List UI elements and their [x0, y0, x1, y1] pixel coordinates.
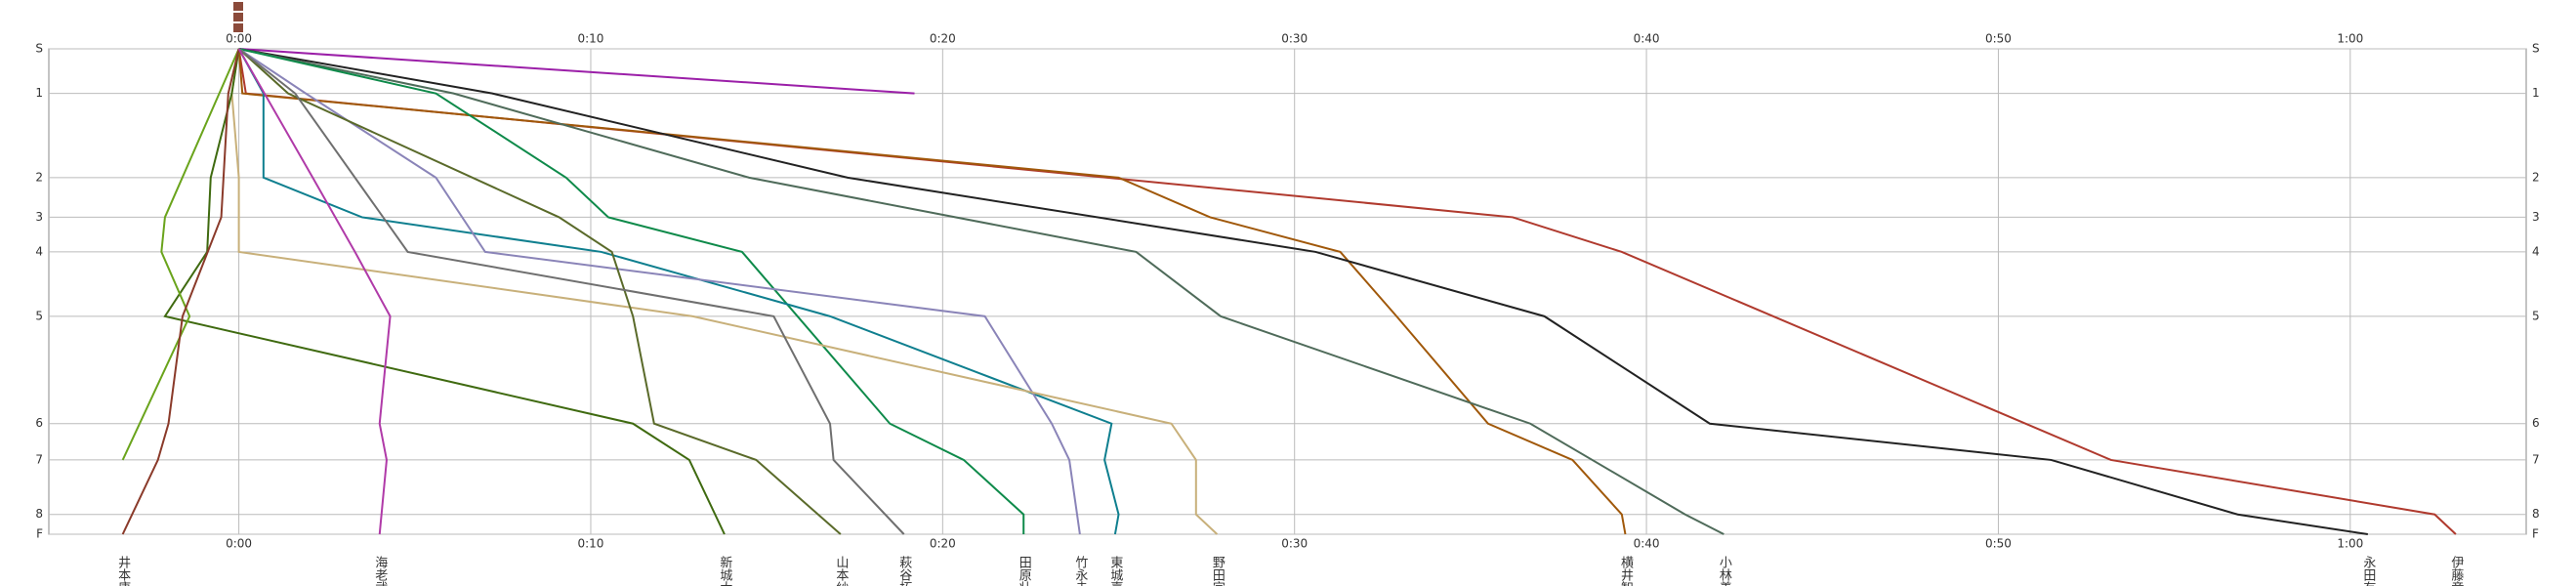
series-line [121, 48, 240, 535]
series-line [238, 48, 2368, 535]
series-name: 野田宗 [1210, 556, 1226, 586]
series-line [238, 48, 915, 95]
y-tick-label: 7 [2532, 452, 2540, 466]
series-name: 井本康 [115, 556, 130, 586]
x-tick-label: 0:30 [1281, 537, 1308, 551]
y-tick-label: 3 [35, 210, 43, 224]
y-tick-label: F [36, 527, 43, 541]
series-name: 海老武 [372, 556, 388, 586]
series-line [238, 48, 1724, 535]
x-tick-label: 0:20 [930, 537, 956, 551]
series-line [237, 48, 842, 535]
plot-frame [48, 48, 2527, 535]
series-name: 永田有 [2360, 556, 2376, 586]
x-tick-label: 0:30 [1281, 32, 1308, 46]
y-tick-label: 8 [35, 507, 43, 521]
x-tick-label: 1:00 [2337, 32, 2363, 46]
x-tick-label: 1:00 [2337, 537, 2363, 551]
series-line [237, 48, 1627, 535]
y-tick-label: F [2532, 527, 2539, 541]
series-line [238, 48, 1025, 534]
y-tick-label: 5 [35, 309, 43, 322]
series-name: 山本紗 [833, 556, 849, 586]
y-tick-label: 2 [2532, 170, 2540, 184]
series-name: 田原壮 [1017, 556, 1032, 586]
y-tick-label: S [2532, 42, 2540, 56]
y-tick-label: 4 [2532, 244, 2540, 258]
series-name: 竹永圭 [1072, 556, 1088, 586]
y-tick-label: 7 [35, 452, 43, 466]
y-tick-label: 3 [2532, 210, 2540, 224]
marker-icon [233, 13, 243, 21]
series-line [238, 48, 1081, 535]
series-line [230, 48, 1219, 535]
x-tick-label: 0:40 [1634, 32, 1660, 46]
x-tick-label: 0:10 [577, 32, 603, 46]
y-tick-label: 5 [2532, 309, 2540, 322]
series-name: 新城大 [717, 555, 732, 586]
x-tick-label: 0:00 [226, 32, 252, 46]
y-tick-label: S [35, 42, 43, 56]
marker-icon [233, 23, 243, 32]
series-line [237, 48, 392, 535]
y-tick-label: 2 [35, 170, 43, 184]
x-tick-label: 0:10 [577, 537, 603, 551]
y-tick-label: 1 [35, 86, 43, 100]
y-tick-label: 8 [2532, 507, 2540, 521]
y-tick-label: 6 [35, 416, 43, 430]
series-line [237, 48, 905, 535]
x-tick-label: 0:50 [1985, 537, 2012, 551]
x-tick-label: 0:00 [226, 537, 252, 551]
x-tick-label: 0:50 [1985, 32, 2012, 46]
series-name: 萩谷拓 [896, 556, 912, 586]
y-tick-label: 1 [2532, 86, 2540, 100]
series-name: 横井智 [1618, 556, 1634, 586]
x-tick-label: 0:40 [1634, 537, 1660, 551]
y-tick-label: 6 [2532, 416, 2540, 430]
series-name: 小林義 [1717, 556, 1732, 586]
series-name: 伊藤竜 [2448, 556, 2464, 586]
series-line [121, 48, 240, 461]
series-name: 東城嘉 [1107, 555, 1123, 586]
x-tick-label: 0:20 [930, 32, 956, 46]
series-line [237, 48, 1120, 535]
y-tick-label: 4 [35, 244, 43, 258]
marker-icon [233, 2, 243, 11]
